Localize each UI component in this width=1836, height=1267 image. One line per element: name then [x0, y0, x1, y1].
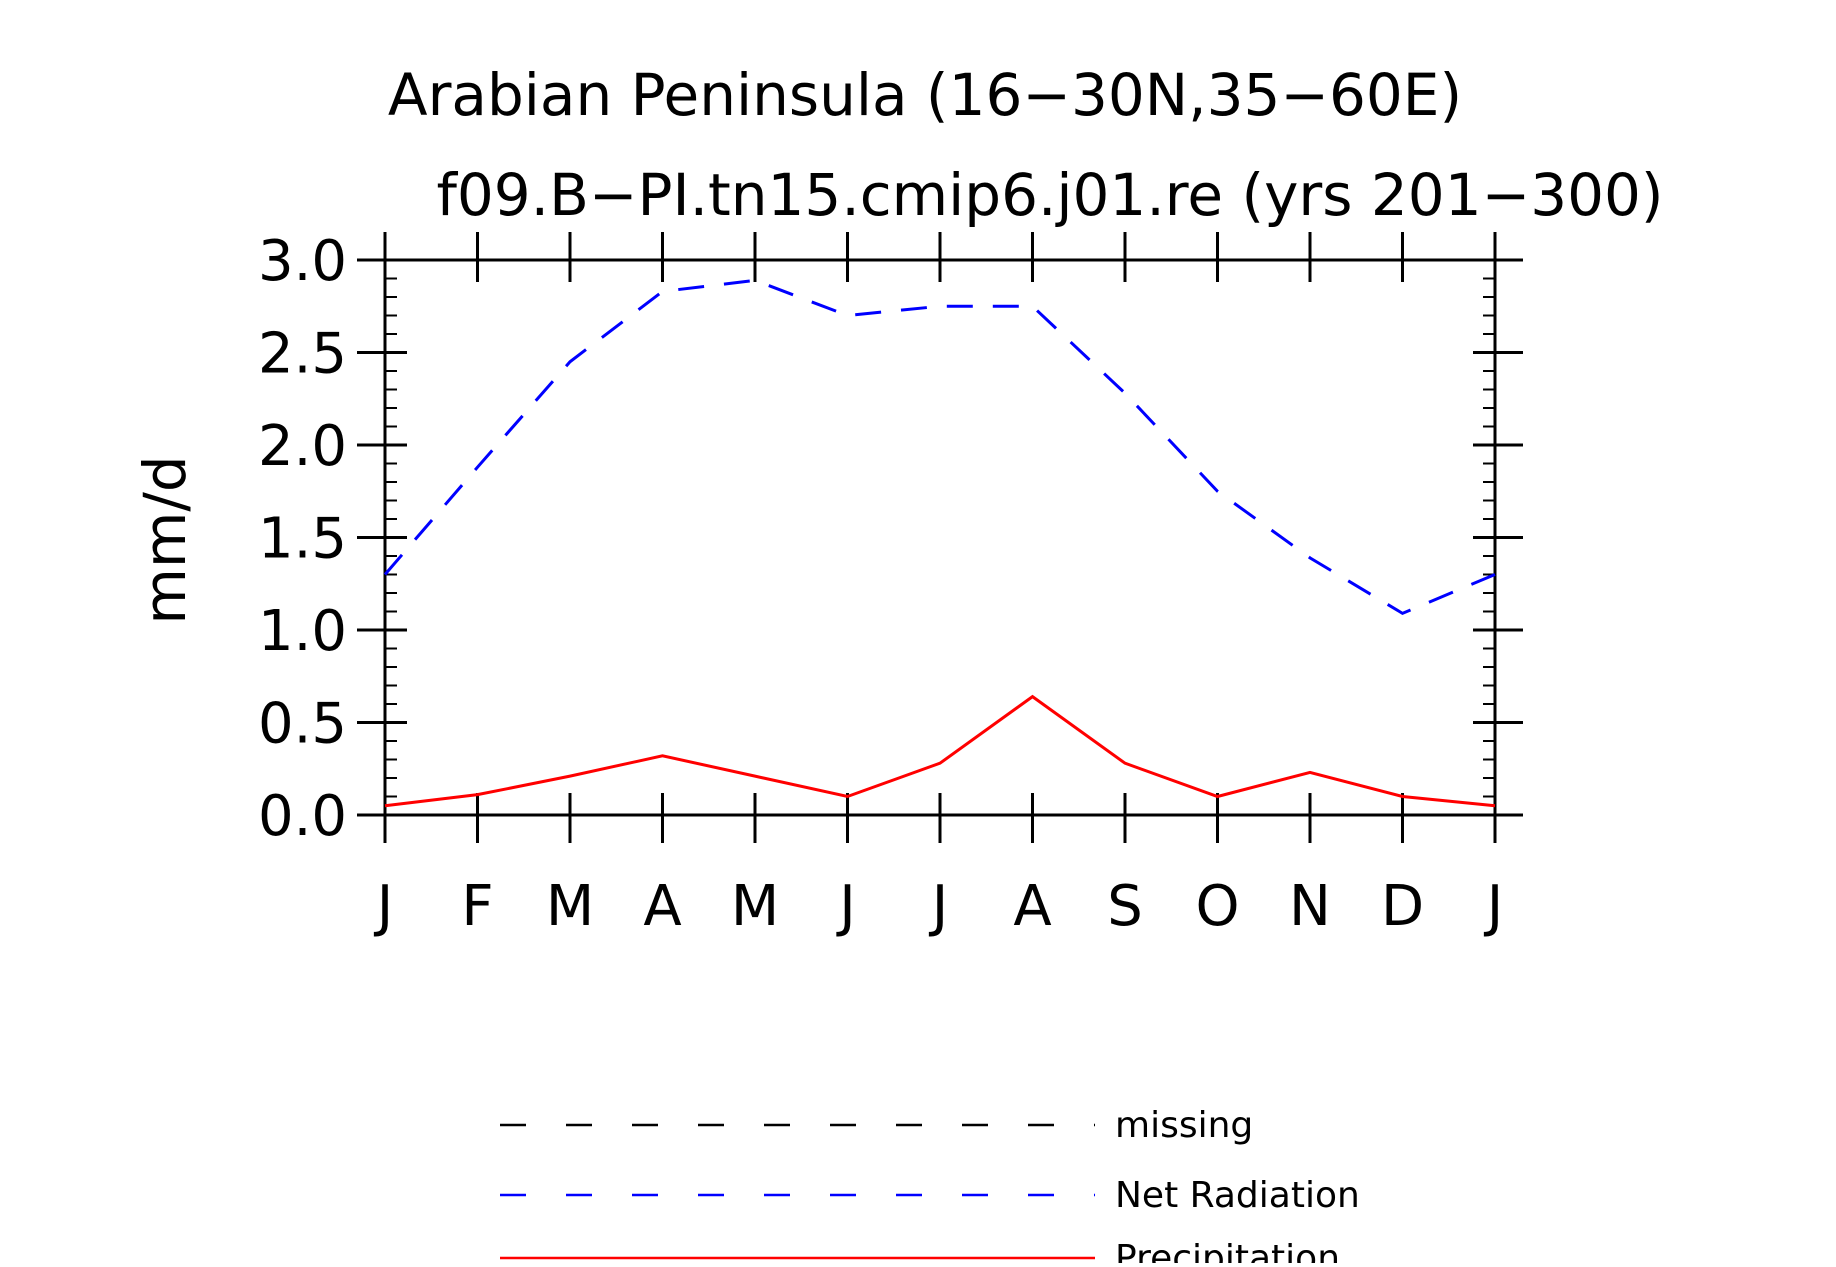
x-tick-label: J: [1484, 874, 1504, 939]
x-tick-label: S: [1107, 874, 1143, 939]
x-tick-label: J: [374, 874, 394, 939]
chart-subtitle: f09.B−PI.tn15.cmip6.j01.re (yrs 201−300): [436, 161, 1663, 229]
x-tick-label: J: [929, 874, 949, 939]
x-tick-label: A: [1013, 874, 1051, 939]
legend-label: Net Radiation: [1115, 1175, 1360, 1216]
series-line-net-radiation: [383, 278, 1496, 616]
y-tick-label: 3.0: [258, 229, 347, 294]
y-tick-label: 1.5: [258, 507, 347, 572]
y-tick-label: 2.0: [258, 414, 347, 479]
x-tick-label: M: [731, 874, 779, 939]
legend-label: missing: [1115, 1105, 1253, 1146]
y-tick-label: 2.5: [258, 322, 347, 387]
y-axis-label: mm/d: [131, 455, 199, 624]
plot-frame: [383, 258, 1497, 817]
x-tick-label: F: [461, 874, 493, 939]
y-tick-label: 0.5: [258, 692, 347, 757]
legend: missing Net Radiation Precipitation: [500, 1105, 1360, 1267]
x-tick-label: A: [643, 874, 681, 939]
legend-label: Precipitation: [1115, 1238, 1340, 1263]
x-tick-label: O: [1195, 874, 1239, 939]
x-tick-label: J: [836, 874, 856, 939]
y-tick-label: 1.0: [258, 599, 347, 664]
x-tick-label: M: [546, 874, 594, 939]
series-line-precipitation: [384, 694, 1496, 808]
chart-title: Arabian Peninsula (16−30N,35−60E): [388, 61, 1462, 129]
x-tick-label: D: [1381, 874, 1424, 939]
y-tick-label: 0.0: [258, 784, 347, 849]
plot-area: J F M A M J J A S O N D J0.00.51.01.52.02.53.0: [258, 229, 1523, 939]
x-tick-label: N: [1289, 874, 1331, 939]
